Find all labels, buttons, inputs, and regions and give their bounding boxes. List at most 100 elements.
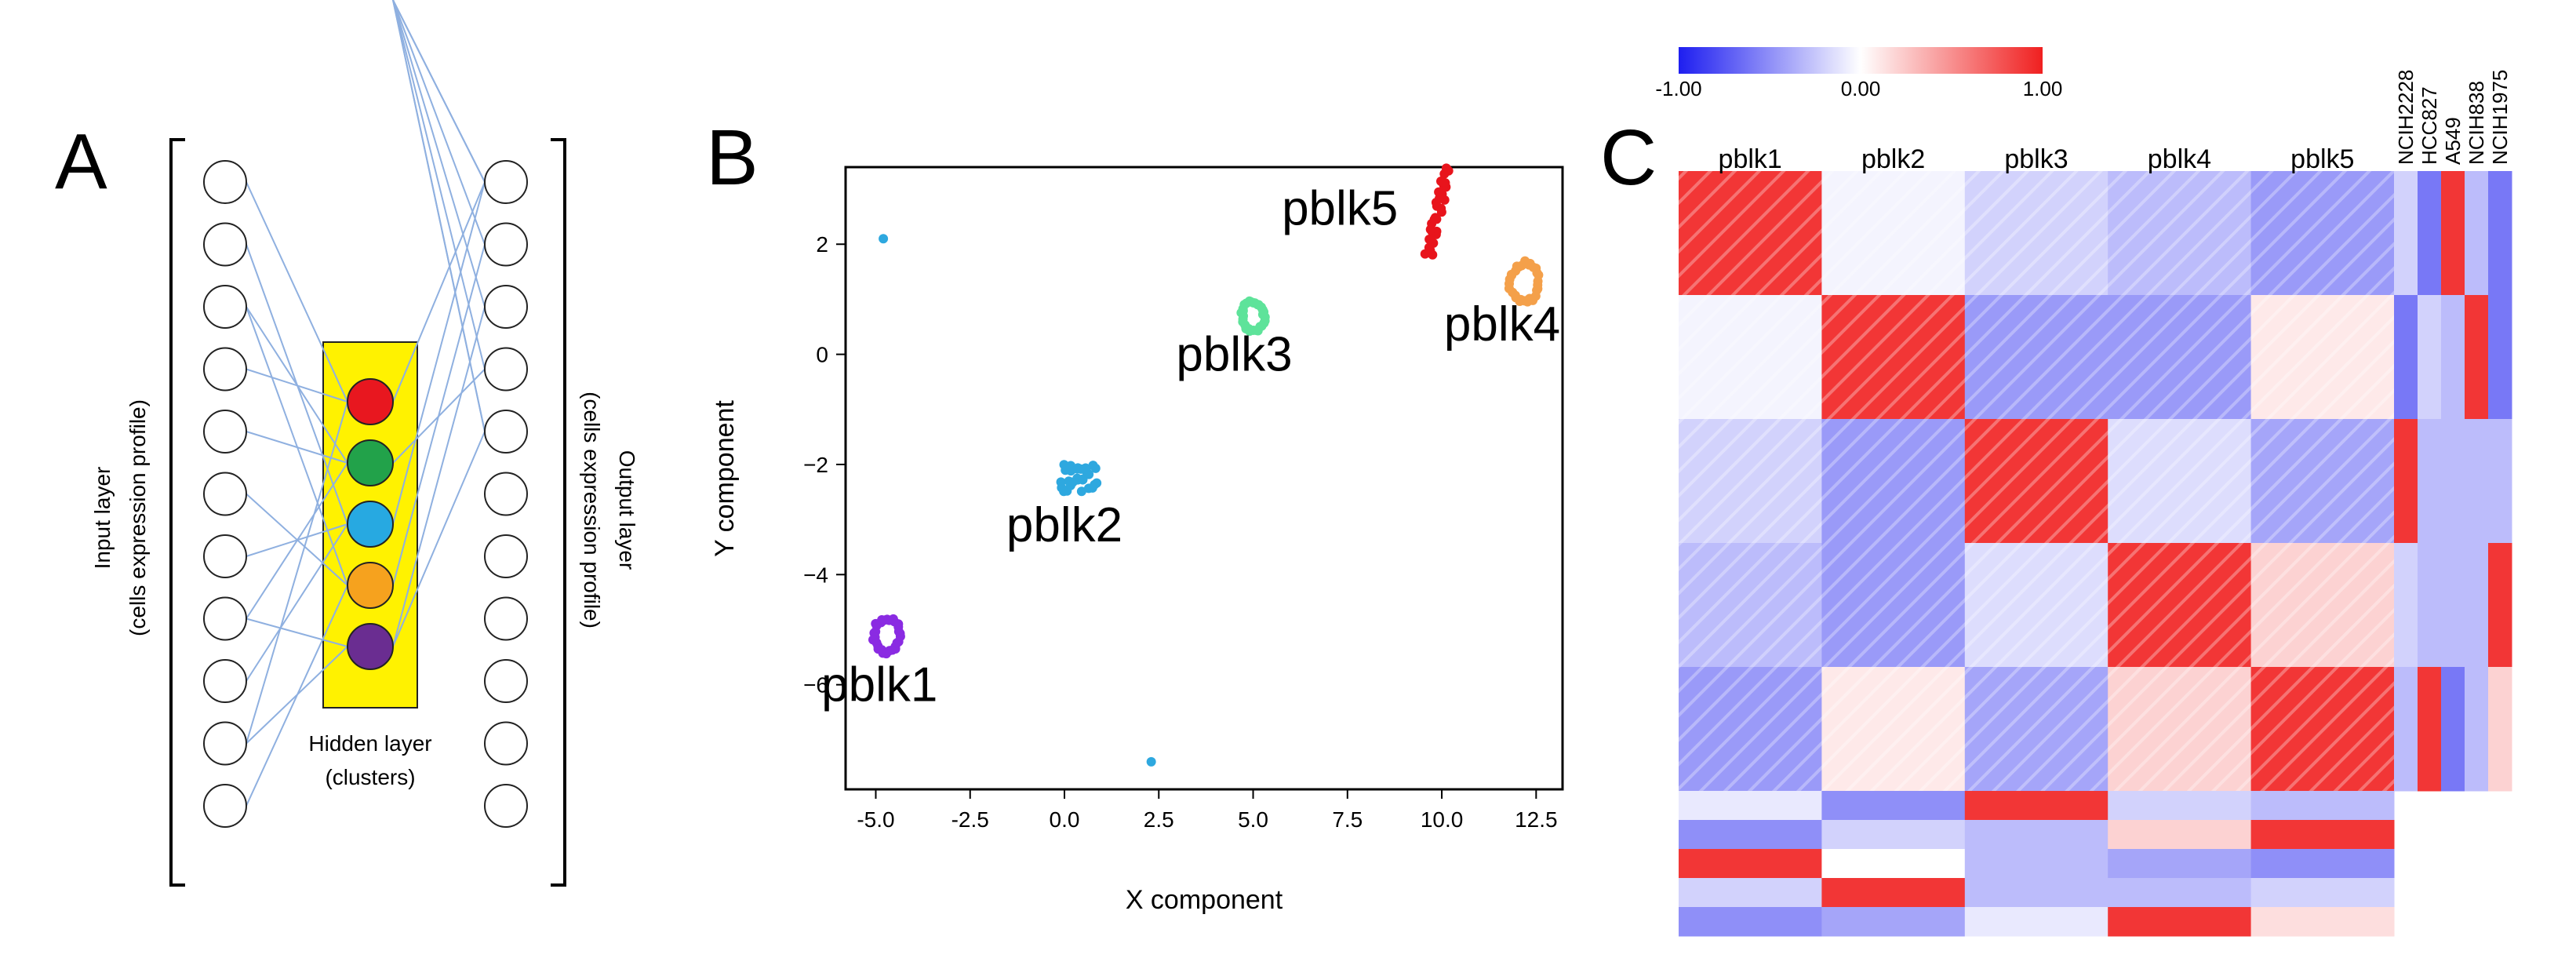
- outlier-point: [1146, 756, 1156, 767]
- colorbar: [1679, 47, 2043, 74]
- input-node: [203, 410, 247, 454]
- scatter-point: [1064, 476, 1074, 486]
- output-node: [484, 721, 528, 766]
- bottom-row-cell: [2250, 791, 2395, 821]
- hidden-node-green: [347, 439, 394, 486]
- x-tick-label: -5.0: [857, 807, 894, 832]
- input-edge: [246, 618, 348, 647]
- x-tick-label: 2.5: [1144, 807, 1174, 832]
- hidden-layer-label: Hidden layer: [308, 731, 431, 756]
- scatter-point: [1435, 177, 1446, 187]
- cell-line-cell: [2465, 543, 2489, 668]
- output-node: [484, 659, 528, 703]
- input-node: [203, 472, 247, 516]
- cell-line-cell: [2465, 171, 2489, 296]
- column-group-label: pblk1: [1719, 144, 1782, 174]
- output-node: [484, 285, 528, 329]
- cell-line-cell: [2441, 667, 2465, 792]
- cell-line-cell: [2488, 171, 2512, 296]
- y-tick-label: −4: [803, 563, 828, 587]
- input-edge: [246, 462, 348, 620]
- bottom-row-cell: [1821, 907, 1966, 937]
- hidden-layer-nodes: [347, 378, 394, 670]
- input-node: [203, 222, 247, 267]
- input-edge: [246, 585, 348, 807]
- y-tick-label: −6: [803, 673, 828, 698]
- input-node: [203, 721, 247, 766]
- column-group-label: pblk3: [2004, 144, 2068, 174]
- cell-line-cell: [2394, 419, 2418, 544]
- bottom-row-cell: [2108, 791, 2252, 821]
- cell-line-cell: [2488, 295, 2512, 420]
- output-edge: [392, 0, 486, 245]
- x-axis-label: X component: [1126, 885, 1283, 915]
- cell-line-cell: [2394, 543, 2418, 668]
- x-tick-label: -2.5: [951, 807, 989, 832]
- panel-a-letter: A: [55, 118, 107, 206]
- cell-line-cell: [2465, 295, 2489, 420]
- cell-line-cell: [2441, 419, 2465, 544]
- bottom-row-cell: [1679, 820, 1822, 850]
- cell-line-label: A549: [2441, 117, 2465, 165]
- cell-line-label: NCIH838: [2465, 81, 2488, 165]
- cell-line-cell: [2465, 667, 2489, 792]
- output-layer-label: Output layer: [615, 450, 639, 570]
- panel-b: B -5.0 -2.5 0.0 2.5 5.0 7.5 10.0 12.5 2 0 −2 −4 −6 p…: [706, 114, 1564, 915]
- scatter-point: [1059, 486, 1069, 497]
- output-node: [484, 472, 528, 516]
- x-tick-label: 0.0: [1050, 807, 1080, 832]
- input-edge: [246, 523, 348, 682]
- bottom-row-cell: [1821, 849, 1966, 879]
- output-node: [484, 410, 528, 454]
- x-tick-label: 5.0: [1238, 807, 1268, 832]
- bottom-row-cell: [2108, 907, 2252, 937]
- x-tick-label: 10.0: [1421, 807, 1464, 832]
- output-edge: [392, 0, 486, 308]
- scatter-point: [1260, 312, 1270, 322]
- panel-a: A Hidden layer (clusters) Input layer (c…: [55, 0, 639, 887]
- input-node: [203, 596, 247, 641]
- cluster-pblk5: [1420, 163, 1454, 260]
- y-axis-label: Y component: [710, 400, 740, 557]
- cell-line-cell: [2488, 543, 2512, 668]
- column-group-label: pblk4: [2148, 144, 2211, 174]
- input-edge: [246, 306, 348, 586]
- y-tick-label: 2: [816, 232, 828, 257]
- cluster-label-pblk5: pblk5: [1282, 182, 1398, 236]
- output-node: [484, 784, 528, 828]
- input-edge: [246, 368, 348, 403]
- output-node: [484, 222, 528, 267]
- heatmap-labels: pblk1 pblk2 pblk3 pblk4 pblk5 NCIH2228 HCC827 A…: [1719, 70, 2512, 174]
- bottom-row-cell: [2250, 907, 2395, 937]
- panel-c-letter: C: [1600, 114, 1657, 202]
- output-edge: [392, 0, 486, 370]
- scatter-point: [1533, 280, 1543, 290]
- cell-line-cell: [2441, 171, 2465, 296]
- colorbar-mid-label: 0.00: [1841, 77, 1881, 100]
- cell-line-cell: [2418, 667, 2442, 792]
- cell-line-label: NCIH2228: [2394, 70, 2418, 165]
- cell-line-cell: [2465, 419, 2489, 544]
- cell-line-cell: [2441, 543, 2465, 668]
- input-node: [203, 784, 247, 828]
- bottom-row-cell: [2108, 878, 2252, 908]
- bottom-row-cell: [1679, 791, 1822, 821]
- bottom-row-cell: [1821, 791, 1966, 821]
- x-tick-label: 12.5: [1515, 807, 1558, 832]
- x-tick-label: 7.5: [1332, 807, 1363, 832]
- output-edge: [392, 431, 486, 647]
- output-node: [484, 534, 528, 578]
- cell-line-cell: [2394, 171, 2418, 296]
- y-tick-label: −2: [803, 453, 828, 477]
- bottom-row-cell: [1679, 849, 1822, 879]
- input-node: [203, 160, 247, 204]
- y-tick-label: 0: [816, 343, 828, 367]
- outlier-point: [879, 234, 889, 244]
- output-node: [484, 596, 528, 641]
- cluster-label-pblk3: pblk3: [1176, 328, 1292, 382]
- bottom-row-cell: [1821, 878, 1966, 908]
- network-edges: [246, 0, 486, 807]
- cell-line-label: HCC827: [2418, 86, 2441, 165]
- cluster-pblk2: [1056, 460, 1102, 497]
